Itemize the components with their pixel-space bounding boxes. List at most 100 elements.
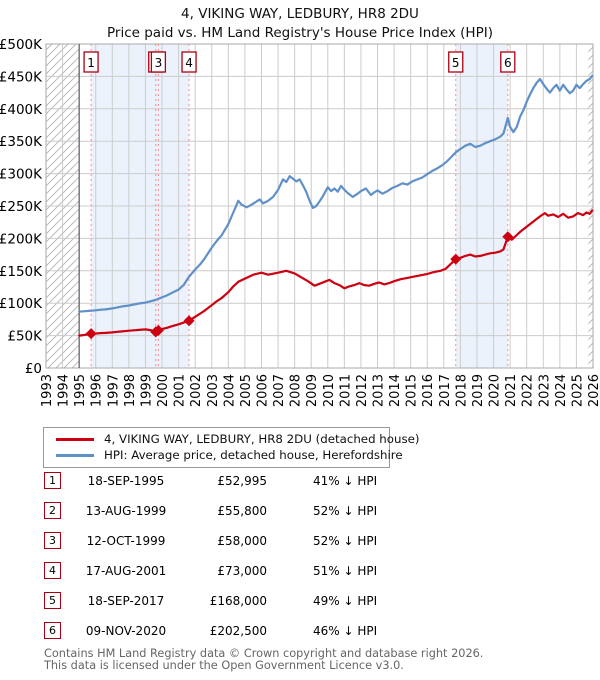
sale-row: 5 18-SEP-2017 £168,000 49% ↓ HPI bbox=[44, 592, 584, 609]
y-axis-tick-label: £300K bbox=[0, 167, 43, 183]
x-axis-tick-label: 2023 bbox=[537, 374, 552, 407]
sale-point-marker bbox=[450, 253, 462, 265]
x-axis-tick-label: 2008 bbox=[289, 374, 304, 407]
x-axis-tick-label: 2013 bbox=[372, 374, 387, 407]
x-axis-tick-label: 2003 bbox=[206, 374, 221, 407]
sale-number-badge: 3 bbox=[44, 532, 61, 549]
x-axis-tick-label: 2014 bbox=[388, 374, 403, 407]
y-axis-tick-label: £450K bbox=[0, 69, 43, 85]
x-axis-tick-label: 2015 bbox=[405, 374, 420, 407]
sale-row: 3 12-OCT-1999 £58,000 52% ↓ HPI bbox=[44, 532, 584, 549]
sale-date: 18-SEP-2017 bbox=[87, 593, 165, 608]
x-axis-tick-label: 2021 bbox=[504, 374, 519, 407]
sale-vs-hpi: 52% ↓ HPI bbox=[313, 533, 378, 548]
sale-date: 18-SEP-1995 bbox=[87, 473, 165, 488]
svg-text:4: 4 bbox=[185, 56, 193, 70]
price-history-chart: 123456£0£50K£100K£150K£200K£250K£300K£35… bbox=[0, 37, 600, 407]
y-axis-tick-label: £200K bbox=[0, 231, 43, 247]
x-axis-tick-label: 2016 bbox=[421, 374, 436, 407]
sale-marker-flag: 3 bbox=[150, 51, 167, 73]
x-axis-tick-label: 1999 bbox=[139, 374, 154, 407]
legend-line-swatch bbox=[56, 437, 94, 441]
hpi-line bbox=[78, 74, 594, 313]
sale-vs-hpi: 52% ↓ HPI bbox=[313, 503, 378, 518]
sale-price: £58,000 bbox=[217, 533, 267, 548]
sale-vs-hpi: 51% ↓ HPI bbox=[313, 563, 378, 578]
x-axis-tick-label: 2022 bbox=[521, 374, 536, 407]
x-axis-tick-label: 1995 bbox=[73, 374, 88, 407]
chart-legend: 4, VIKING WAY, LEDBURY, HR8 2DU (detache… bbox=[43, 427, 420, 468]
sale-price: £55,800 bbox=[217, 503, 267, 518]
sale-marker-flag: 5 bbox=[448, 51, 464, 73]
copyright-line2: This data is licensed under the Open Gov… bbox=[44, 659, 404, 672]
y-axis-tick-label: £250K bbox=[0, 199, 43, 215]
sale-vs-hpi: 41% ↓ HPI bbox=[313, 473, 378, 488]
sale-number-badge: 5 bbox=[44, 592, 61, 609]
x-axis-tick-label: 2024 bbox=[554, 374, 569, 407]
x-axis-tick-label: 2002 bbox=[189, 374, 204, 407]
legend-label: 4, VIKING WAY, LEDBURY, HR8 2DU (detache… bbox=[104, 432, 420, 446]
x-axis-tick-label: 2010 bbox=[322, 374, 337, 407]
sale-date: 13-AUG-1999 bbox=[85, 503, 167, 518]
x-axis-tick-label: 2017 bbox=[438, 374, 453, 407]
x-axis-tick-label: 2025 bbox=[570, 374, 585, 407]
x-axis-tick-label: 2001 bbox=[173, 374, 188, 407]
svg-text:6: 6 bbox=[504, 56, 512, 70]
sale-date: 12-OCT-1999 bbox=[86, 533, 166, 548]
sale-price: £168,000 bbox=[209, 593, 267, 608]
svg-text:3: 3 bbox=[155, 56, 163, 70]
y-axis-tick-label: £350K bbox=[0, 134, 43, 150]
sale-row: 2 13-AUG-1999 £55,800 52% ↓ HPI bbox=[44, 502, 584, 519]
x-axis-tick-label: 2012 bbox=[355, 374, 370, 407]
svg-text:1: 1 bbox=[87, 56, 95, 70]
x-axis-tick-label: 2009 bbox=[305, 374, 320, 407]
sale-marker-flag: 4 bbox=[181, 51, 197, 73]
x-axis-tick-label: 2007 bbox=[272, 374, 287, 407]
y-axis-tick-label: £150K bbox=[0, 264, 43, 280]
sale-row: 1 18-SEP-1995 £52,995 41% ↓ HPI bbox=[44, 472, 584, 489]
x-axis-tick-label: 1994 bbox=[57, 374, 72, 407]
legend-label: HPI: Average price, detached house, Here… bbox=[104, 448, 403, 462]
legend-entry: HPI: Average price, detached house, Here… bbox=[44, 447, 403, 463]
sale-row: 4 17-AUG-2001 £73,000 51% ↓ HPI bbox=[44, 562, 584, 579]
x-axis-tick-label: 1998 bbox=[123, 374, 138, 407]
sale-marker-flag: 6 bbox=[500, 51, 516, 73]
sale-point-marker bbox=[502, 231, 514, 243]
sale-number-badge: 1 bbox=[44, 472, 61, 489]
sale-point-marker bbox=[152, 324, 164, 336]
page-title: 4, VIKING WAY, LEDBURY, HR8 2DU bbox=[181, 6, 419, 22]
sales-table: 1 18-SEP-1995 £52,995 41% ↓ HPI 2 13-AUG-1999… bbox=[44, 472, 584, 652]
sale-date: 17-AUG-2001 bbox=[85, 563, 167, 578]
x-axis-tick-label: 1993 bbox=[40, 374, 55, 407]
x-axis-tick-label: 2019 bbox=[471, 374, 486, 407]
sale-number-badge: 6 bbox=[44, 622, 61, 639]
sale-price: £52,995 bbox=[217, 473, 267, 488]
x-axis-tick-label: 2026 bbox=[587, 374, 600, 407]
sale-number-badge: 2 bbox=[44, 502, 61, 519]
sale-point-marker bbox=[183, 315, 195, 327]
copyright-footer: Contains HM Land Registry data © Crown c… bbox=[44, 648, 483, 672]
x-axis-tick-label: 1997 bbox=[106, 374, 121, 407]
x-axis-tick-label: 1996 bbox=[90, 374, 105, 407]
page-subtitle: Price paid vs. HM Land Registry's House … bbox=[107, 25, 493, 41]
x-axis-tick-label: 2018 bbox=[454, 374, 469, 407]
sale-marker-flag: 1 bbox=[83, 51, 99, 73]
sale-vs-hpi: 46% ↓ HPI bbox=[313, 623, 378, 638]
x-axis-tick-label: 2005 bbox=[239, 374, 254, 407]
copyright-line1: Contains HM Land Registry data © Crown c… bbox=[44, 647, 484, 660]
x-axis-tick-label: 2006 bbox=[255, 374, 270, 407]
legend-line-swatch bbox=[56, 453, 94, 457]
x-axis-tick-label: 2000 bbox=[156, 374, 171, 407]
legend-entry: 4, VIKING WAY, LEDBURY, HR8 2DU (detache… bbox=[44, 431, 420, 447]
y-axis-tick-label: £400K bbox=[0, 102, 43, 118]
sale-price: £73,000 bbox=[217, 563, 267, 578]
sale-row: 6 09-NOV-2020 £202,500 46% ↓ HPI bbox=[44, 622, 584, 639]
y-axis-tick-label: £500K bbox=[0, 37, 43, 53]
sale-point-marker bbox=[85, 328, 97, 340]
x-axis-tick-label: 2020 bbox=[488, 374, 503, 407]
sale-vs-hpi: 49% ↓ HPI bbox=[313, 593, 378, 608]
sale-date: 09-NOV-2020 bbox=[85, 623, 167, 638]
x-axis-tick-label: 2011 bbox=[338, 374, 353, 407]
sale-price: £202,500 bbox=[209, 623, 267, 638]
